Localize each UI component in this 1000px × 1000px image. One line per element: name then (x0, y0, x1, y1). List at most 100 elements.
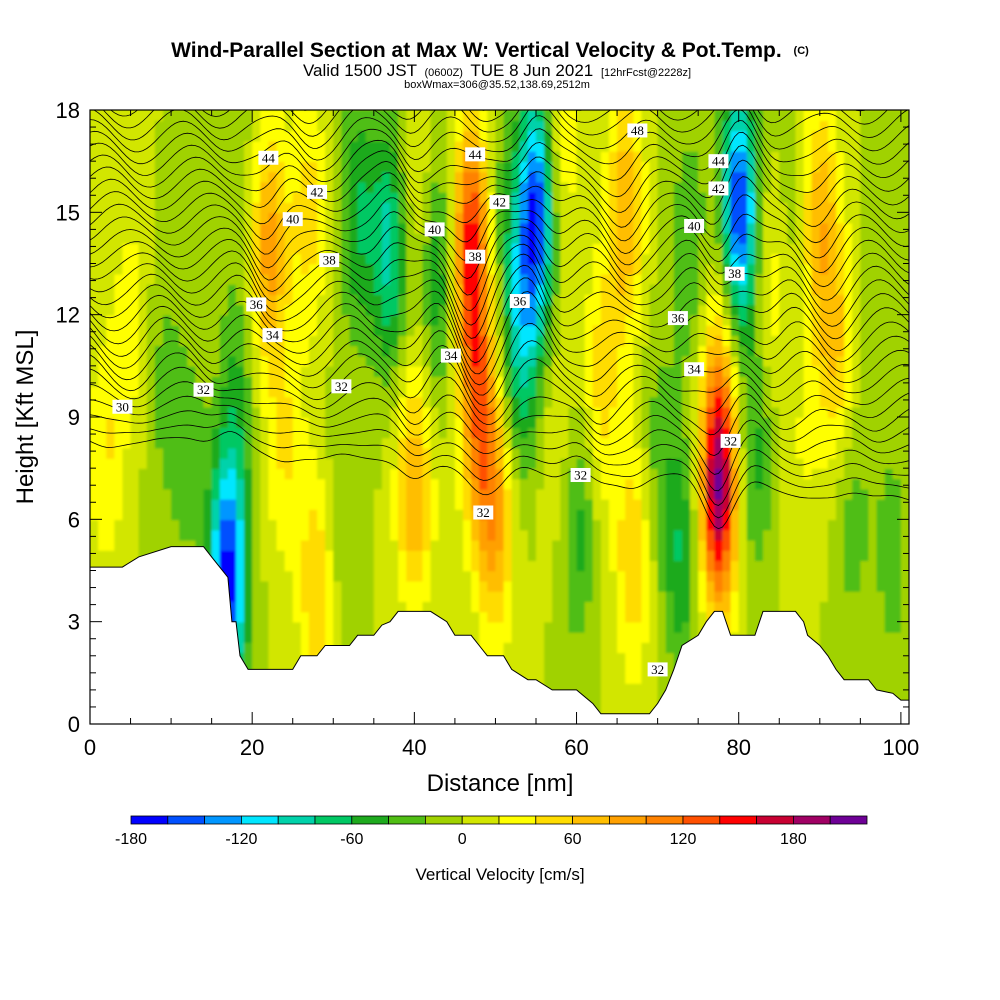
field-cell (560, 498, 570, 510)
field-cell (211, 427, 221, 439)
field-cell (657, 529, 667, 541)
field-cell (333, 570, 343, 582)
field-cell (244, 140, 253, 152)
field-cell (722, 120, 732, 132)
field-cell (576, 386, 586, 398)
field-cell (276, 263, 286, 275)
field-cell (544, 447, 554, 459)
field-cell (203, 273, 213, 285)
field-cell (608, 202, 618, 214)
field-cell (584, 529, 594, 541)
field-cell (738, 539, 748, 551)
field-cell (171, 509, 180, 521)
field-cell (244, 222, 253, 234)
field-cell (357, 376, 367, 388)
field-cell (738, 110, 748, 122)
field-cell (146, 202, 156, 214)
field-cell (649, 263, 659, 275)
field-cell (381, 150, 391, 162)
field-cell (349, 110, 359, 122)
field-cell (633, 417, 643, 429)
field-cell (617, 181, 626, 193)
field-cell (325, 498, 335, 510)
field-cell (608, 519, 618, 531)
field-cell (633, 560, 643, 572)
field-cell (544, 150, 554, 162)
field-cell (325, 427, 335, 439)
field-cell (617, 202, 626, 214)
field-cell (325, 580, 335, 592)
field-cell (390, 580, 399, 592)
field-cell (390, 171, 399, 183)
field-cell (560, 529, 570, 541)
field-cell (454, 365, 464, 377)
field-cell (535, 672, 545, 684)
field-cell (479, 457, 489, 469)
field-cell (244, 590, 253, 602)
field-cell (463, 488, 472, 500)
field-cell (106, 376, 116, 388)
field-cell (544, 212, 554, 224)
field-cell (560, 631, 570, 643)
field-cell (495, 457, 505, 469)
field-cell (252, 181, 262, 193)
field-cell (227, 550, 237, 562)
field-cell (673, 130, 683, 142)
field-cell (681, 130, 691, 142)
field-cell (365, 590, 375, 602)
field-cell (527, 283, 537, 295)
field-cell (495, 509, 505, 521)
field-cell (649, 202, 659, 214)
field-cell (390, 365, 399, 377)
field-cell (649, 488, 659, 500)
field-cell (746, 621, 756, 633)
field-cell (673, 191, 683, 203)
field-cell (714, 498, 724, 510)
field-cell (617, 222, 626, 234)
field-cell (357, 294, 367, 306)
field-cell (608, 601, 618, 613)
field-cell (479, 642, 489, 654)
field-cell (738, 243, 748, 255)
field-cell (438, 601, 448, 613)
field-cell (430, 202, 440, 214)
field-cell (503, 631, 513, 643)
field-cell (463, 498, 472, 510)
field-cell (673, 539, 683, 551)
field-cell (171, 110, 180, 122)
field-cell (260, 130, 270, 142)
field-cell (568, 110, 578, 122)
field-cell (260, 519, 270, 531)
field-cell (260, 498, 270, 510)
field-cell (195, 324, 205, 336)
field-cell (373, 345, 383, 357)
field-cell (130, 519, 140, 531)
field-cell (203, 191, 213, 203)
field-cell (333, 365, 343, 377)
field-cell (544, 263, 554, 275)
field-cell (98, 355, 108, 367)
field-cell (641, 365, 651, 377)
field-cell (430, 263, 440, 275)
field-cell (325, 539, 335, 551)
field-cell (244, 232, 253, 244)
field-cell (584, 283, 594, 295)
field-cell (308, 365, 318, 377)
field-cell (187, 161, 197, 173)
field-cell (617, 427, 626, 439)
field-cell (463, 232, 472, 244)
field-cell (519, 120, 529, 132)
field-cell (535, 611, 545, 623)
field-cell (714, 590, 724, 602)
field-cell (276, 406, 286, 418)
field-cell (754, 570, 764, 582)
field-cell (227, 161, 237, 173)
field-cell (754, 324, 764, 336)
field-cell (503, 652, 513, 664)
field-cell (162, 150, 172, 162)
field-cell (714, 120, 724, 132)
field-cell (138, 314, 148, 326)
field-cell (698, 406, 708, 418)
field-cell (754, 488, 764, 500)
field-cell (584, 396, 594, 408)
